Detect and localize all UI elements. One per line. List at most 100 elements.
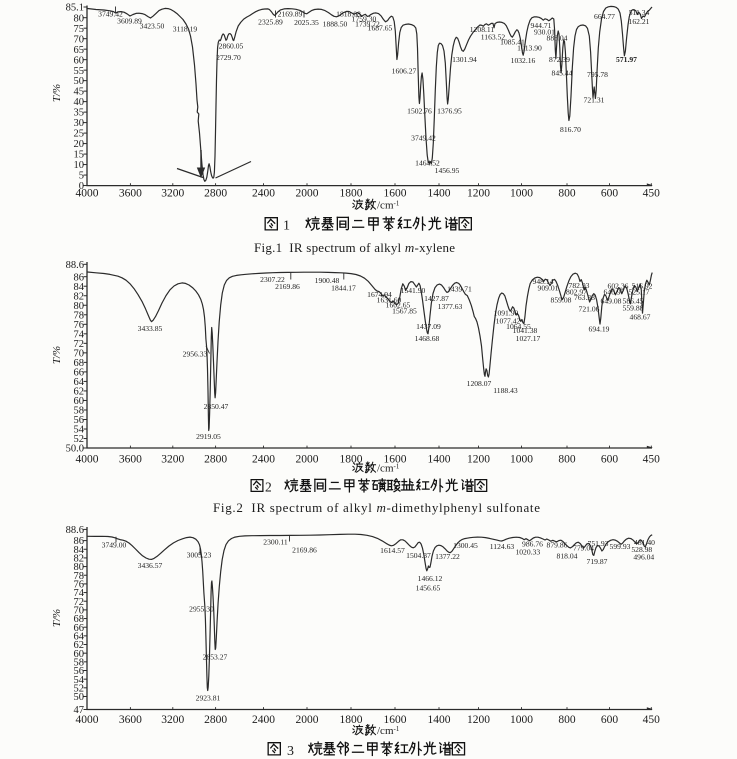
svg-text:T/%: T/% — [51, 346, 63, 364]
svg-text:1800: 1800 — [340, 454, 363, 466]
svg-text:2955.30: 2955.30 — [189, 605, 214, 614]
svg-text:66: 66 — [74, 623, 85, 634]
svg-text:1208.11: 1208.11 — [470, 25, 495, 34]
svg-text:/cm-1: /cm-1 — [377, 463, 400, 475]
svg-text:1032.16: 1032.16 — [511, 56, 536, 65]
svg-text:1602.65: 1602.65 — [386, 301, 411, 310]
svg-text:T/%: T/% — [51, 84, 63, 102]
svg-text:Fig.1 IR spectrum of alkyl m-: Fig.1 IR spectrum of alkyl m-xylene — [254, 240, 455, 255]
svg-text:1400: 1400 — [428, 454, 451, 466]
svg-text:721.06: 721.06 — [579, 305, 600, 314]
svg-text:888.04: 888.04 — [547, 34, 568, 43]
svg-text:3609.89: 3609.89 — [117, 17, 142, 26]
svg-text:4000: 4000 — [76, 188, 99, 200]
svg-text:1208.07: 1208.07 — [467, 379, 492, 388]
svg-text:1163.52: 1163.52 — [481, 33, 506, 42]
svg-text:528.98: 528.98 — [631, 545, 652, 554]
svg-text:1200: 1200 — [467, 714, 490, 726]
svg-text:1000: 1000 — [510, 454, 533, 466]
svg-text:1301.94: 1301.94 — [452, 55, 477, 64]
svg-text:802.97: 802.97 — [566, 288, 587, 297]
svg-text:1020.33: 1020.33 — [515, 548, 540, 557]
svg-text:80: 80 — [74, 13, 85, 24]
svg-text:78: 78 — [74, 571, 85, 582]
svg-text:68: 68 — [74, 614, 85, 625]
svg-text:1400: 1400 — [428, 188, 451, 200]
svg-text:3200: 3200 — [161, 188, 184, 200]
svg-text:3600: 3600 — [119, 188, 142, 200]
svg-text:525.17: 525.17 — [629, 288, 650, 297]
svg-text:818.04: 818.04 — [557, 552, 578, 561]
svg-text:586.45: 586.45 — [623, 297, 644, 306]
svg-text:2025.35: 2025.35 — [294, 18, 319, 27]
svg-text:54: 54 — [74, 425, 85, 436]
svg-text:75: 75 — [74, 24, 85, 35]
svg-text:1456.65: 1456.65 — [416, 584, 441, 593]
svg-text:20: 20 — [74, 139, 85, 150]
svg-text:1013.90: 1013.90 — [517, 44, 542, 53]
svg-text:559.88: 559.88 — [623, 304, 644, 313]
svg-text:58: 58 — [74, 657, 85, 668]
svg-text:76: 76 — [74, 580, 85, 591]
svg-text:4000: 4000 — [76, 454, 99, 466]
svg-text:2000: 2000 — [296, 454, 319, 466]
svg-text:25: 25 — [74, 129, 85, 140]
svg-text:66: 66 — [74, 368, 85, 379]
svg-text:1674.94: 1674.94 — [367, 290, 392, 299]
svg-text:599.93: 599.93 — [610, 542, 631, 551]
svg-text:1041.38: 1041.38 — [513, 326, 538, 335]
svg-text:60: 60 — [74, 396, 85, 407]
svg-text:84: 84 — [74, 545, 85, 556]
svg-text:800: 800 — [558, 188, 576, 200]
svg-text:60: 60 — [74, 649, 85, 660]
svg-text:782.93: 782.93 — [569, 281, 590, 290]
svg-text:64: 64 — [74, 377, 85, 388]
svg-text:3433.85: 3433.85 — [138, 324, 163, 333]
svg-text:2923.81: 2923.81 — [196, 694, 221, 703]
svg-text:3749.42: 3749.42 — [98, 10, 123, 19]
svg-text:5: 5 — [79, 171, 84, 182]
svg-text:2853.27: 2853.27 — [203, 653, 228, 662]
svg-text:1456.95: 1456.95 — [435, 166, 460, 175]
svg-text:3600: 3600 — [119, 454, 142, 466]
svg-text:45: 45 — [74, 87, 85, 98]
svg-text:54: 54 — [74, 675, 85, 686]
svg-text:1600: 1600 — [384, 188, 407, 200]
svg-text:1200: 1200 — [467, 454, 490, 466]
svg-text:80: 80 — [74, 301, 85, 312]
svg-text:3: 3 — [287, 744, 294, 759]
svg-text:1631.60: 1631.60 — [377, 296, 402, 305]
svg-text:3749.42: 3749.42 — [411, 134, 436, 143]
svg-text:1439.71: 1439.71 — [447, 285, 472, 294]
svg-text:2169.86: 2169.86 — [292, 546, 317, 555]
svg-text:74: 74 — [74, 588, 85, 599]
svg-text:1427.87: 1427.87 — [424, 294, 449, 303]
svg-text:800: 800 — [558, 454, 576, 466]
svg-text:3200: 3200 — [161, 714, 184, 726]
svg-text:3749.00: 3749.00 — [102, 541, 127, 550]
svg-text:859.08: 859.08 — [551, 296, 572, 305]
svg-text:481.40: 481.40 — [634, 538, 655, 547]
svg-text:85.1: 85.1 — [66, 3, 84, 14]
svg-text:1900.48: 1900.48 — [315, 276, 340, 285]
svg-text:80: 80 — [74, 562, 85, 573]
svg-text:60: 60 — [74, 55, 85, 66]
svg-text:779.04: 779.04 — [573, 544, 594, 553]
svg-text:52: 52 — [74, 683, 85, 694]
svg-text:62: 62 — [74, 387, 85, 398]
svg-text:40: 40 — [74, 97, 85, 108]
svg-text:2919.05: 2919.05 — [196, 432, 221, 441]
svg-text:1504.37: 1504.37 — [406, 551, 431, 560]
svg-text:2307.22: 2307.22 — [260, 275, 285, 284]
svg-text:2800: 2800 — [204, 188, 227, 200]
svg-text:74: 74 — [74, 329, 85, 340]
svg-text:1844.17: 1844.17 — [331, 284, 356, 293]
svg-text:1614.57: 1614.57 — [380, 546, 405, 555]
svg-text:1818.08: 1818.08 — [336, 10, 361, 19]
svg-text:1376.95: 1376.95 — [437, 107, 462, 116]
svg-text:1502.76: 1502.76 — [407, 107, 432, 116]
svg-text:450: 450 — [643, 454, 661, 466]
svg-text:2169.86: 2169.86 — [275, 282, 300, 291]
svg-text:62: 62 — [74, 640, 85, 651]
svg-text:571.97: 571.97 — [616, 55, 637, 64]
